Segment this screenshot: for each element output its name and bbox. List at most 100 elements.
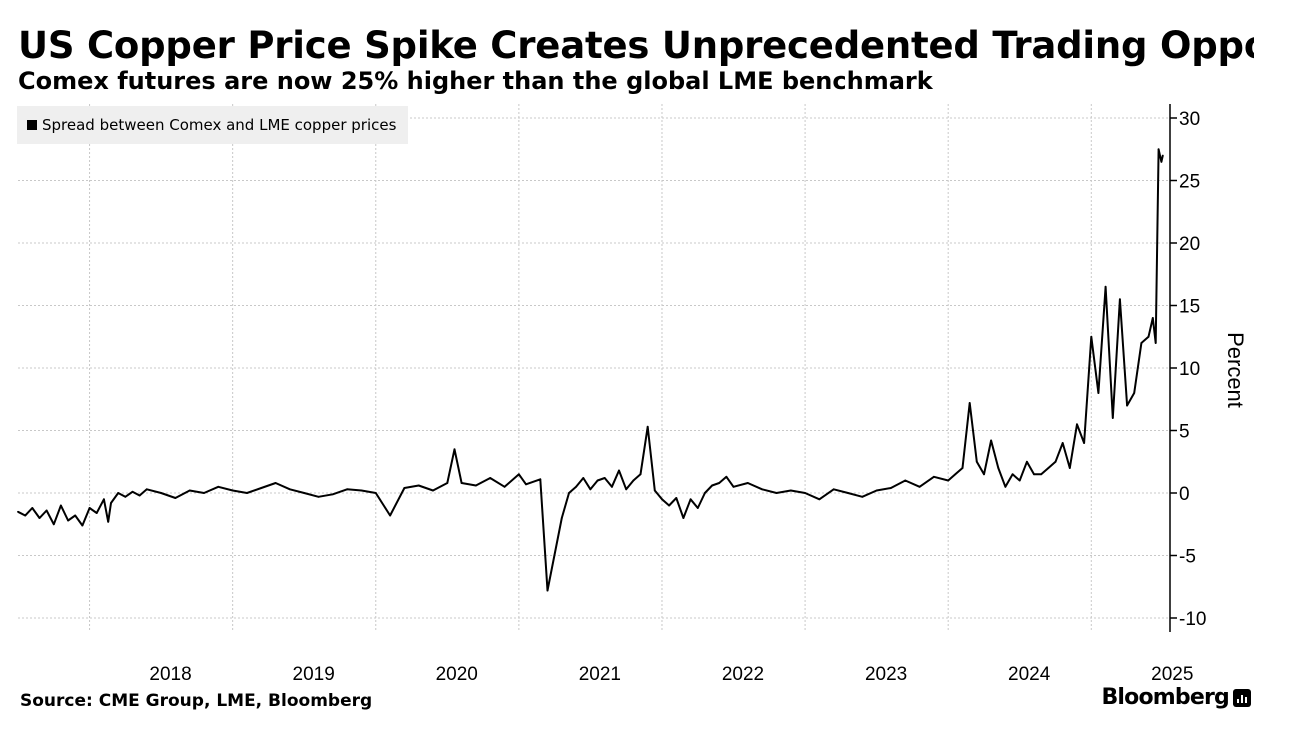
data-point [675,497,678,499]
x-tick-label: 2023 [865,664,907,685]
y-tick-label: 30 [1179,109,1200,130]
y-axis-label: Percent [1223,332,1248,408]
data-point [990,439,992,442]
data-point [446,482,449,484]
brand-logo: Bloomberg [1101,684,1251,712]
data-point [546,589,549,592]
data-point [231,489,234,492]
y-tick-label: 5 [1179,422,1190,443]
data-point [1119,298,1121,301]
data-point [38,517,41,519]
grid [18,104,1170,632]
legend-swatch [27,120,37,130]
data-point [653,489,656,492]
data-point [804,492,806,494]
data-point [639,473,642,476]
data-point [718,482,721,484]
x-axis: 2018 2019 2020 2021 2022 2023 2024 2025 [149,664,1193,685]
data-point [682,517,685,519]
data-point [933,475,935,478]
data-point [1133,392,1136,394]
data-point [539,478,542,481]
data-point [67,519,69,522]
data-point [217,485,220,488]
data-point [918,485,921,488]
data-point [475,484,477,487]
data-point [346,488,348,491]
data-point [761,488,763,491]
data-point [582,477,585,479]
x-tick-label: 2021 [579,664,621,685]
data-point [489,477,492,479]
legend-label: Spread between Comex and LME copper pric… [42,116,397,134]
x-tick-label: 2020 [436,664,478,685]
data-point [374,492,377,494]
data-point [1040,473,1043,476]
data-point [1054,460,1057,463]
series-layer [17,148,1164,592]
legend: Spread between Comex and LME copper pric… [17,106,409,144]
data-point [975,460,978,463]
data-point [1068,467,1071,469]
data-point [52,523,55,526]
data-point [1026,460,1028,463]
bar-chart-icon [1233,689,1251,707]
data-point [1160,160,1163,163]
data-point [1004,485,1007,488]
data-point [289,488,291,491]
data-point [696,507,699,509]
data-point [632,479,635,482]
x-tick-label: 2019 [293,664,335,685]
data-point [568,492,570,494]
data-point [1140,342,1143,344]
data-point [74,514,77,517]
data-point [954,473,957,476]
data-point [117,492,120,494]
data-point [24,514,27,517]
data-point [274,482,277,484]
data-point [1076,423,1078,426]
data-point [646,425,649,428]
data-point [704,492,706,494]
x-tick-label: 2025 [1151,664,1193,685]
data-point [732,485,735,488]
data-point [246,492,248,494]
data-point [138,494,141,497]
data-point [360,489,363,492]
data-point [107,520,110,523]
data-point [518,473,520,476]
data-point [789,489,792,492]
y-tick-label: 15 [1179,297,1200,318]
data-point [661,498,663,501]
data-point [88,507,91,509]
data-point [746,482,749,484]
x-tick-label: 2022 [722,664,764,685]
data-point [103,498,105,501]
data-point [711,484,713,487]
y-tick-label: 10 [1179,359,1200,380]
data-point [131,490,134,493]
data-point [331,493,334,496]
data-point [17,510,19,513]
y-tick-label: -10 [1179,609,1206,630]
data-point [403,487,406,489]
data-point [1147,335,1150,338]
data-point [124,495,127,498]
data-point [1047,467,1050,469]
data-point [453,448,456,451]
data-point [890,487,892,489]
data-point [1061,442,1064,444]
data-point [45,509,48,512]
x-tick-label: 2024 [1008,664,1051,685]
chart-subtitle: Comex futures are now 25% higher than th… [18,67,933,95]
data-point [775,492,778,494]
data-point [1090,335,1093,338]
data-point [1104,285,1107,288]
data-point [983,473,985,476]
data-point [818,498,821,501]
y-tick-label: -5 [1179,547,1196,568]
data-point [618,469,620,472]
data-point [1154,342,1157,344]
y-tick-label: 20 [1179,234,1200,255]
